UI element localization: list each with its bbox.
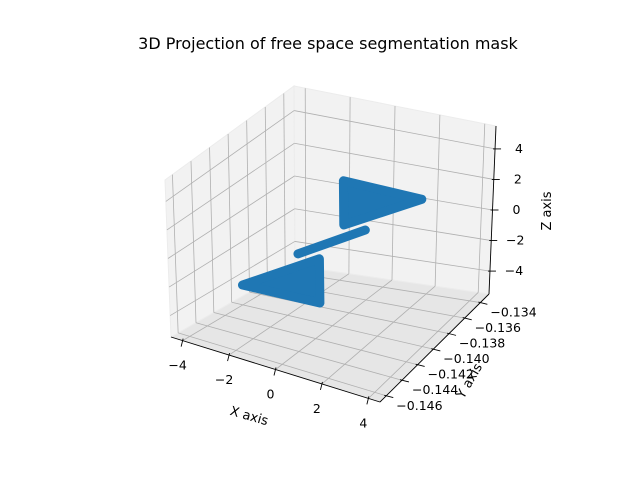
- z-grid-xwall-line: [169, 241, 296, 316]
- y-tick: [384, 394, 394, 398]
- y-tick-label: −0.142: [428, 367, 474, 382]
- x-tick-label: 2: [313, 401, 321, 416]
- y-grid-floor-line: [195, 322, 403, 381]
- z-grid-xwall-line: [168, 208, 295, 288]
- y-tick-label: −0.136: [475, 320, 521, 335]
- x-grid-floor-line: [321, 285, 436, 385]
- y-axis-line: [379, 293, 490, 403]
- y-tick-label: −0.144: [412, 382, 458, 397]
- x-tick-label: 0: [267, 387, 275, 402]
- grid-group: [165, 88, 496, 399]
- x-tick: [366, 396, 370, 405]
- x-tick-label: −2: [215, 372, 233, 387]
- z-tick-label: 4: [515, 141, 523, 156]
- chart-title: 3D Projection of free space segmentation…: [138, 34, 518, 53]
- z-tick-label: 2: [514, 172, 522, 187]
- x-grid-floor-line: [228, 273, 350, 356]
- y-tick: [462, 317, 472, 321]
- z-tick-label: −4: [505, 263, 523, 278]
- z-grid-ywall-line: [294, 142, 494, 180]
- z-axis-label: Z axis: [540, 191, 555, 230]
- y-tick-label: −0.138: [459, 336, 505, 351]
- series-0-center-band: [293, 225, 370, 259]
- z-grid-xwall-line: [165, 110, 295, 202]
- axes-group: [170, 125, 502, 405]
- x-grid-floor-line: [275, 279, 393, 370]
- x-tick: [227, 352, 230, 362]
- series-0-lower-triangle: [238, 254, 325, 308]
- z-tick-label: 0: [513, 202, 521, 217]
- z-grid-ywall-line: [294, 110, 496, 150]
- y-tick: [399, 379, 410, 383]
- x-tick: [320, 381, 323, 391]
- z-grid-xwall-line: [166, 142, 295, 231]
- y-grid-floor-line: [231, 301, 434, 350]
- data-marks-group: [238, 176, 427, 308]
- x-tick: [180, 338, 184, 347]
- y-tick-label: −0.146: [396, 398, 442, 413]
- series-0-upper-triangle: [338, 176, 427, 230]
- y-grid-floor-line: [178, 332, 387, 397]
- x-axis-label: X axis: [228, 404, 270, 429]
- z-grid-xwall-line: [167, 175, 295, 259]
- x-grid-floor-line: [368, 292, 479, 399]
- y-tick: [431, 348, 441, 352]
- y-grid-floor-line: [213, 312, 418, 366]
- y-tick-label: −0.140: [443, 351, 489, 366]
- z-tick-label: −2: [506, 233, 524, 248]
- x-tick-label: −4: [168, 358, 186, 373]
- z-grid-ywall-line: [294, 208, 492, 241]
- y-tick: [415, 363, 425, 367]
- x-tick: [273, 367, 277, 376]
- y-tick: [446, 332, 457, 336]
- x-tick-label: 4: [359, 415, 367, 430]
- y-tick: [478, 301, 488, 305]
- y-tick-label: −0.134: [490, 305, 536, 320]
